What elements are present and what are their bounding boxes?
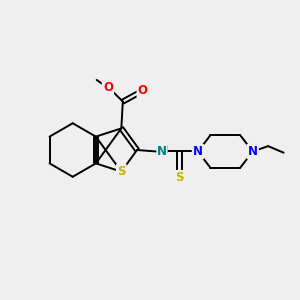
Text: H: H (161, 145, 169, 155)
Text: N: N (157, 145, 167, 158)
Text: N: N (193, 145, 203, 158)
Text: S: S (117, 165, 126, 178)
Text: N: N (248, 145, 258, 158)
Text: S: S (175, 171, 184, 184)
Text: O: O (138, 84, 148, 97)
Text: O: O (103, 81, 113, 94)
